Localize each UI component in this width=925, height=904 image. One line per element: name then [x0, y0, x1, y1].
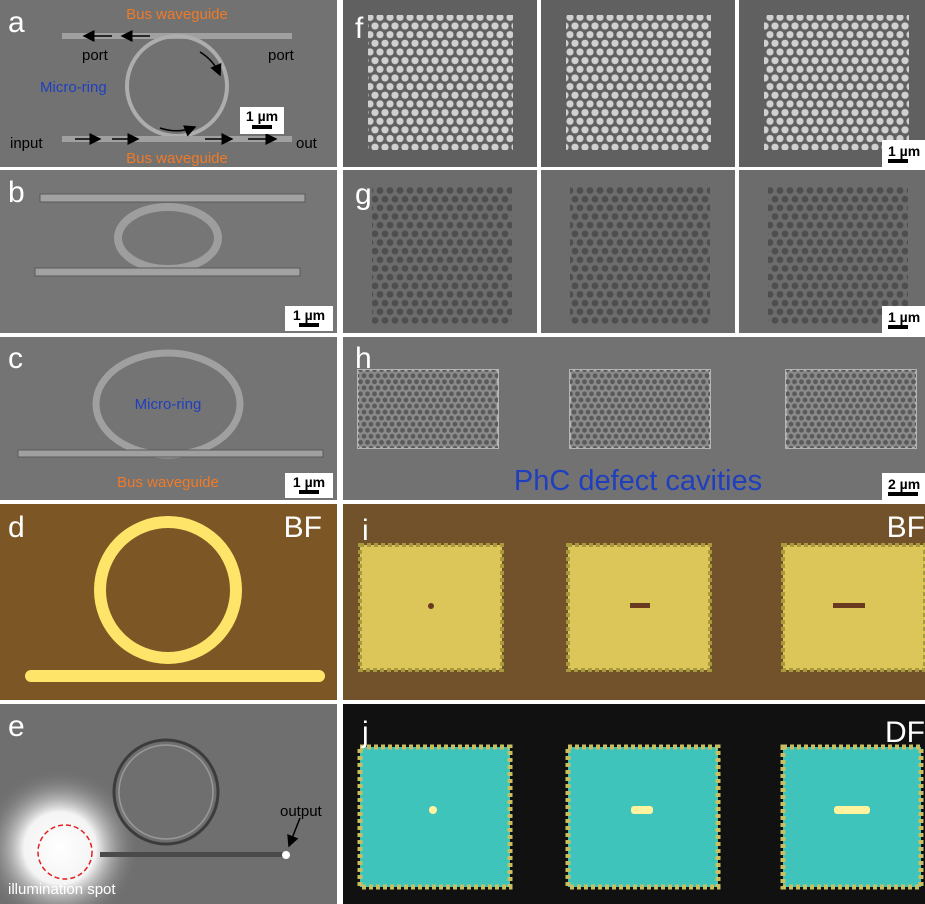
waveguide — [34, 267, 301, 277]
annotation: input — [10, 135, 43, 152]
panel-label: g — [355, 178, 372, 211]
panel-a: a Bus waveguide port port Micro-ring 1 µ… — [0, 0, 337, 167]
photonic-crystal — [768, 185, 908, 325]
photonic-crystal — [372, 185, 512, 325]
mode-label: BF — [887, 511, 925, 544]
photonic-crystal — [566, 15, 711, 150]
panel-background — [0, 337, 337, 500]
waveguide — [62, 136, 292, 142]
defect — [631, 806, 653, 814]
glow — [0, 768, 140, 904]
photonic-crystal — [786, 370, 916, 448]
defect — [834, 806, 870, 814]
waveguide — [17, 449, 324, 458]
photonic-crystal — [764, 15, 909, 150]
annotation: port — [268, 47, 295, 64]
annotation: port — [82, 47, 109, 64]
scale-label: 1 µm — [888, 143, 920, 159]
panel-j: j DF — [343, 704, 925, 904]
annotation: output — [280, 803, 323, 820]
scale-bar — [888, 159, 908, 163]
photonic-crystal — [780, 744, 924, 890]
panel-label: h — [355, 342, 372, 375]
panel-label: f — [355, 12, 364, 45]
panel-g: g 1 µm — [343, 170, 925, 333]
panel-b: b 1 µm — [0, 170, 337, 333]
scale-bar — [888, 325, 908, 329]
panel-label: i — [362, 514, 369, 547]
scale-label: 1 µm — [246, 108, 278, 124]
output-spot — [282, 851, 290, 859]
annotation: Bus waveguide — [126, 150, 228, 167]
arrow — [159, 125, 197, 137]
illumination-circle — [37, 824, 93, 880]
arrow — [199, 51, 222, 77]
panel-background — [0, 504, 337, 700]
micro-ring — [118, 744, 214, 840]
panel-c: c Micro-ring Bus waveguide 1 µm — [0, 337, 337, 500]
annotation: Bus waveguide — [126, 6, 228, 23]
panel-label: e — [8, 710, 25, 743]
panel-h: h PhC defect cavities 2 µm — [343, 337, 925, 500]
photonic-crystal — [570, 370, 710, 448]
scale-bar — [299, 490, 319, 494]
micro-ring — [112, 738, 220, 846]
scale-box — [240, 107, 284, 134]
photonic-crystal — [368, 15, 513, 150]
panel-label: c — [8, 342, 23, 375]
panel-label: a — [8, 6, 25, 39]
waveguide — [39, 193, 306, 203]
annotation: illumination spot — [8, 881, 116, 898]
mode-label: DF — [885, 716, 925, 749]
defect — [833, 603, 865, 608]
panel-label: b — [8, 176, 25, 209]
scale-label: 2 µm — [888, 476, 920, 492]
annotation: out — [296, 135, 318, 152]
defect — [630, 603, 650, 608]
caption: PhC defect cavities — [514, 465, 762, 497]
scale-bar — [299, 323, 319, 327]
arrow — [287, 817, 301, 848]
photonic-crystal — [570, 185, 710, 325]
scale-bar — [888, 492, 918, 496]
mode-label: BF — [284, 511, 322, 544]
defect — [429, 806, 437, 814]
panel-d: d BF — [0, 504, 337, 700]
annotation: Micro-ring — [135, 396, 202, 413]
panel-i: i BF — [343, 504, 925, 700]
waveguide — [25, 670, 325, 682]
scale-bar — [252, 125, 272, 129]
photonic-crystal — [357, 744, 513, 890]
scale-label: 1 µm — [293, 307, 325, 323]
waveguide — [100, 852, 287, 857]
micro-ring — [94, 516, 242, 664]
defect — [428, 603, 434, 609]
panel-label: j — [361, 716, 369, 749]
annotation: Micro-ring — [40, 79, 107, 96]
panel-label: d — [8, 511, 25, 544]
photonic-crystal — [358, 370, 498, 448]
scale-label: 1 µm — [293, 474, 325, 490]
panel-e: e output illumination spot — [0, 704, 337, 904]
panel-f: f 1 µm — [343, 0, 925, 167]
photonic-crystal — [565, 744, 721, 890]
annotation: Bus waveguide — [117, 474, 219, 491]
scale-label: 1 µm — [888, 309, 920, 325]
